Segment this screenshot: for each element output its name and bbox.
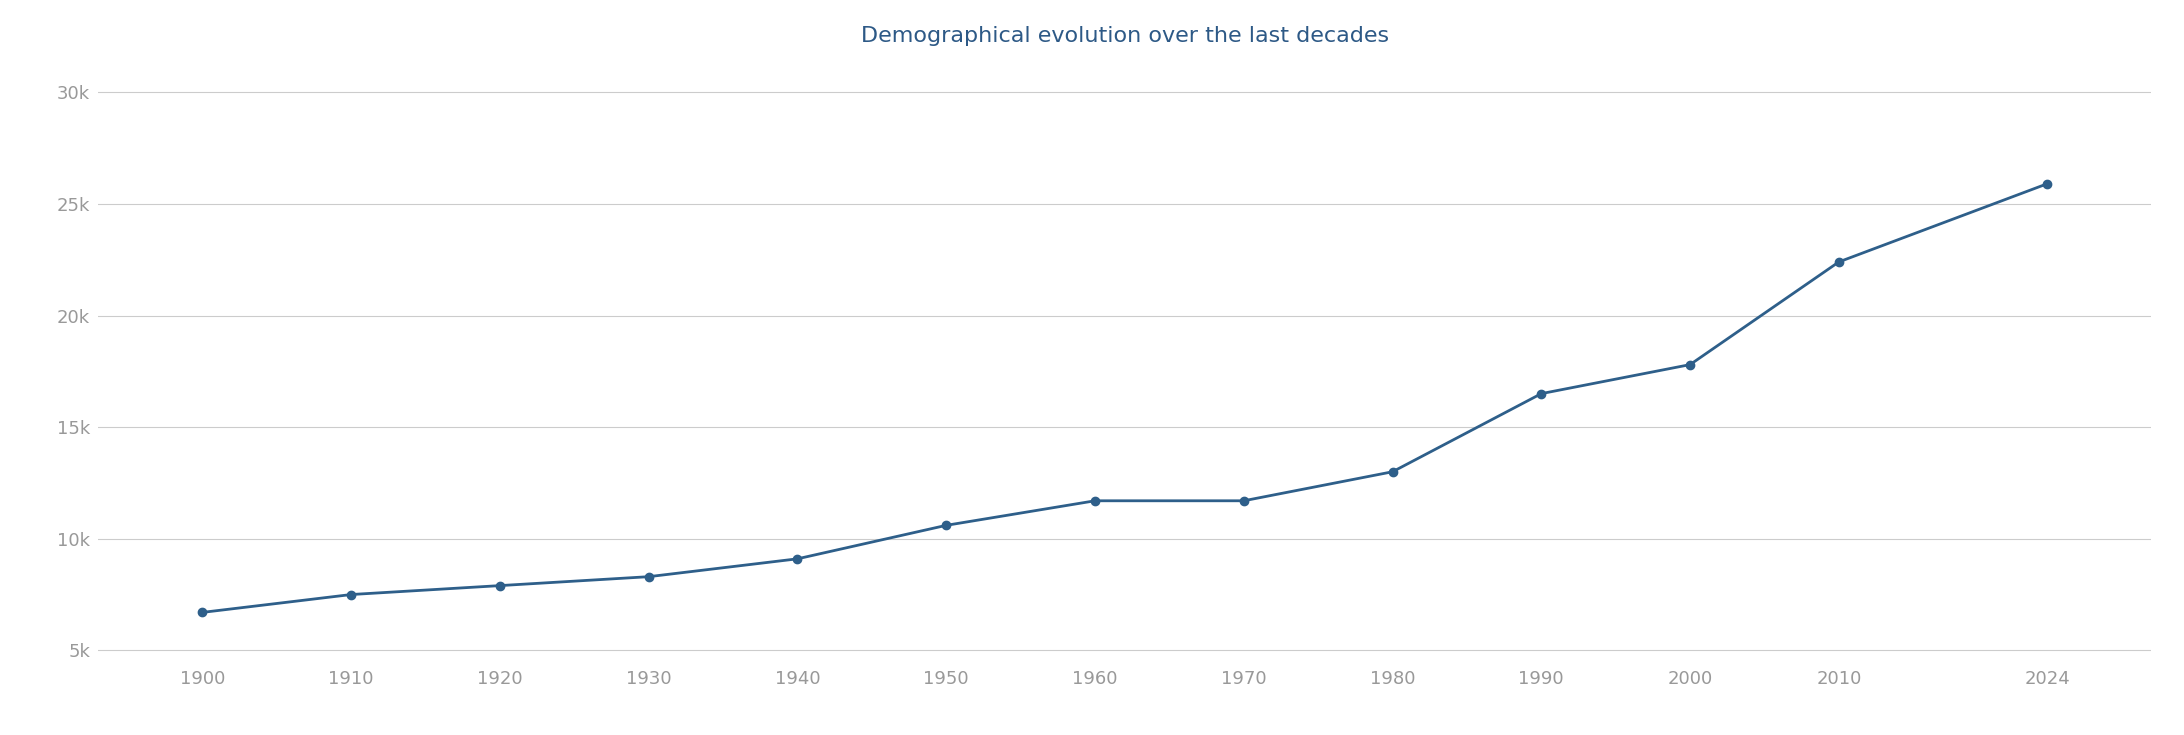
Title: Demographical evolution over the last decades: Demographical evolution over the last de… xyxy=(860,26,1389,46)
